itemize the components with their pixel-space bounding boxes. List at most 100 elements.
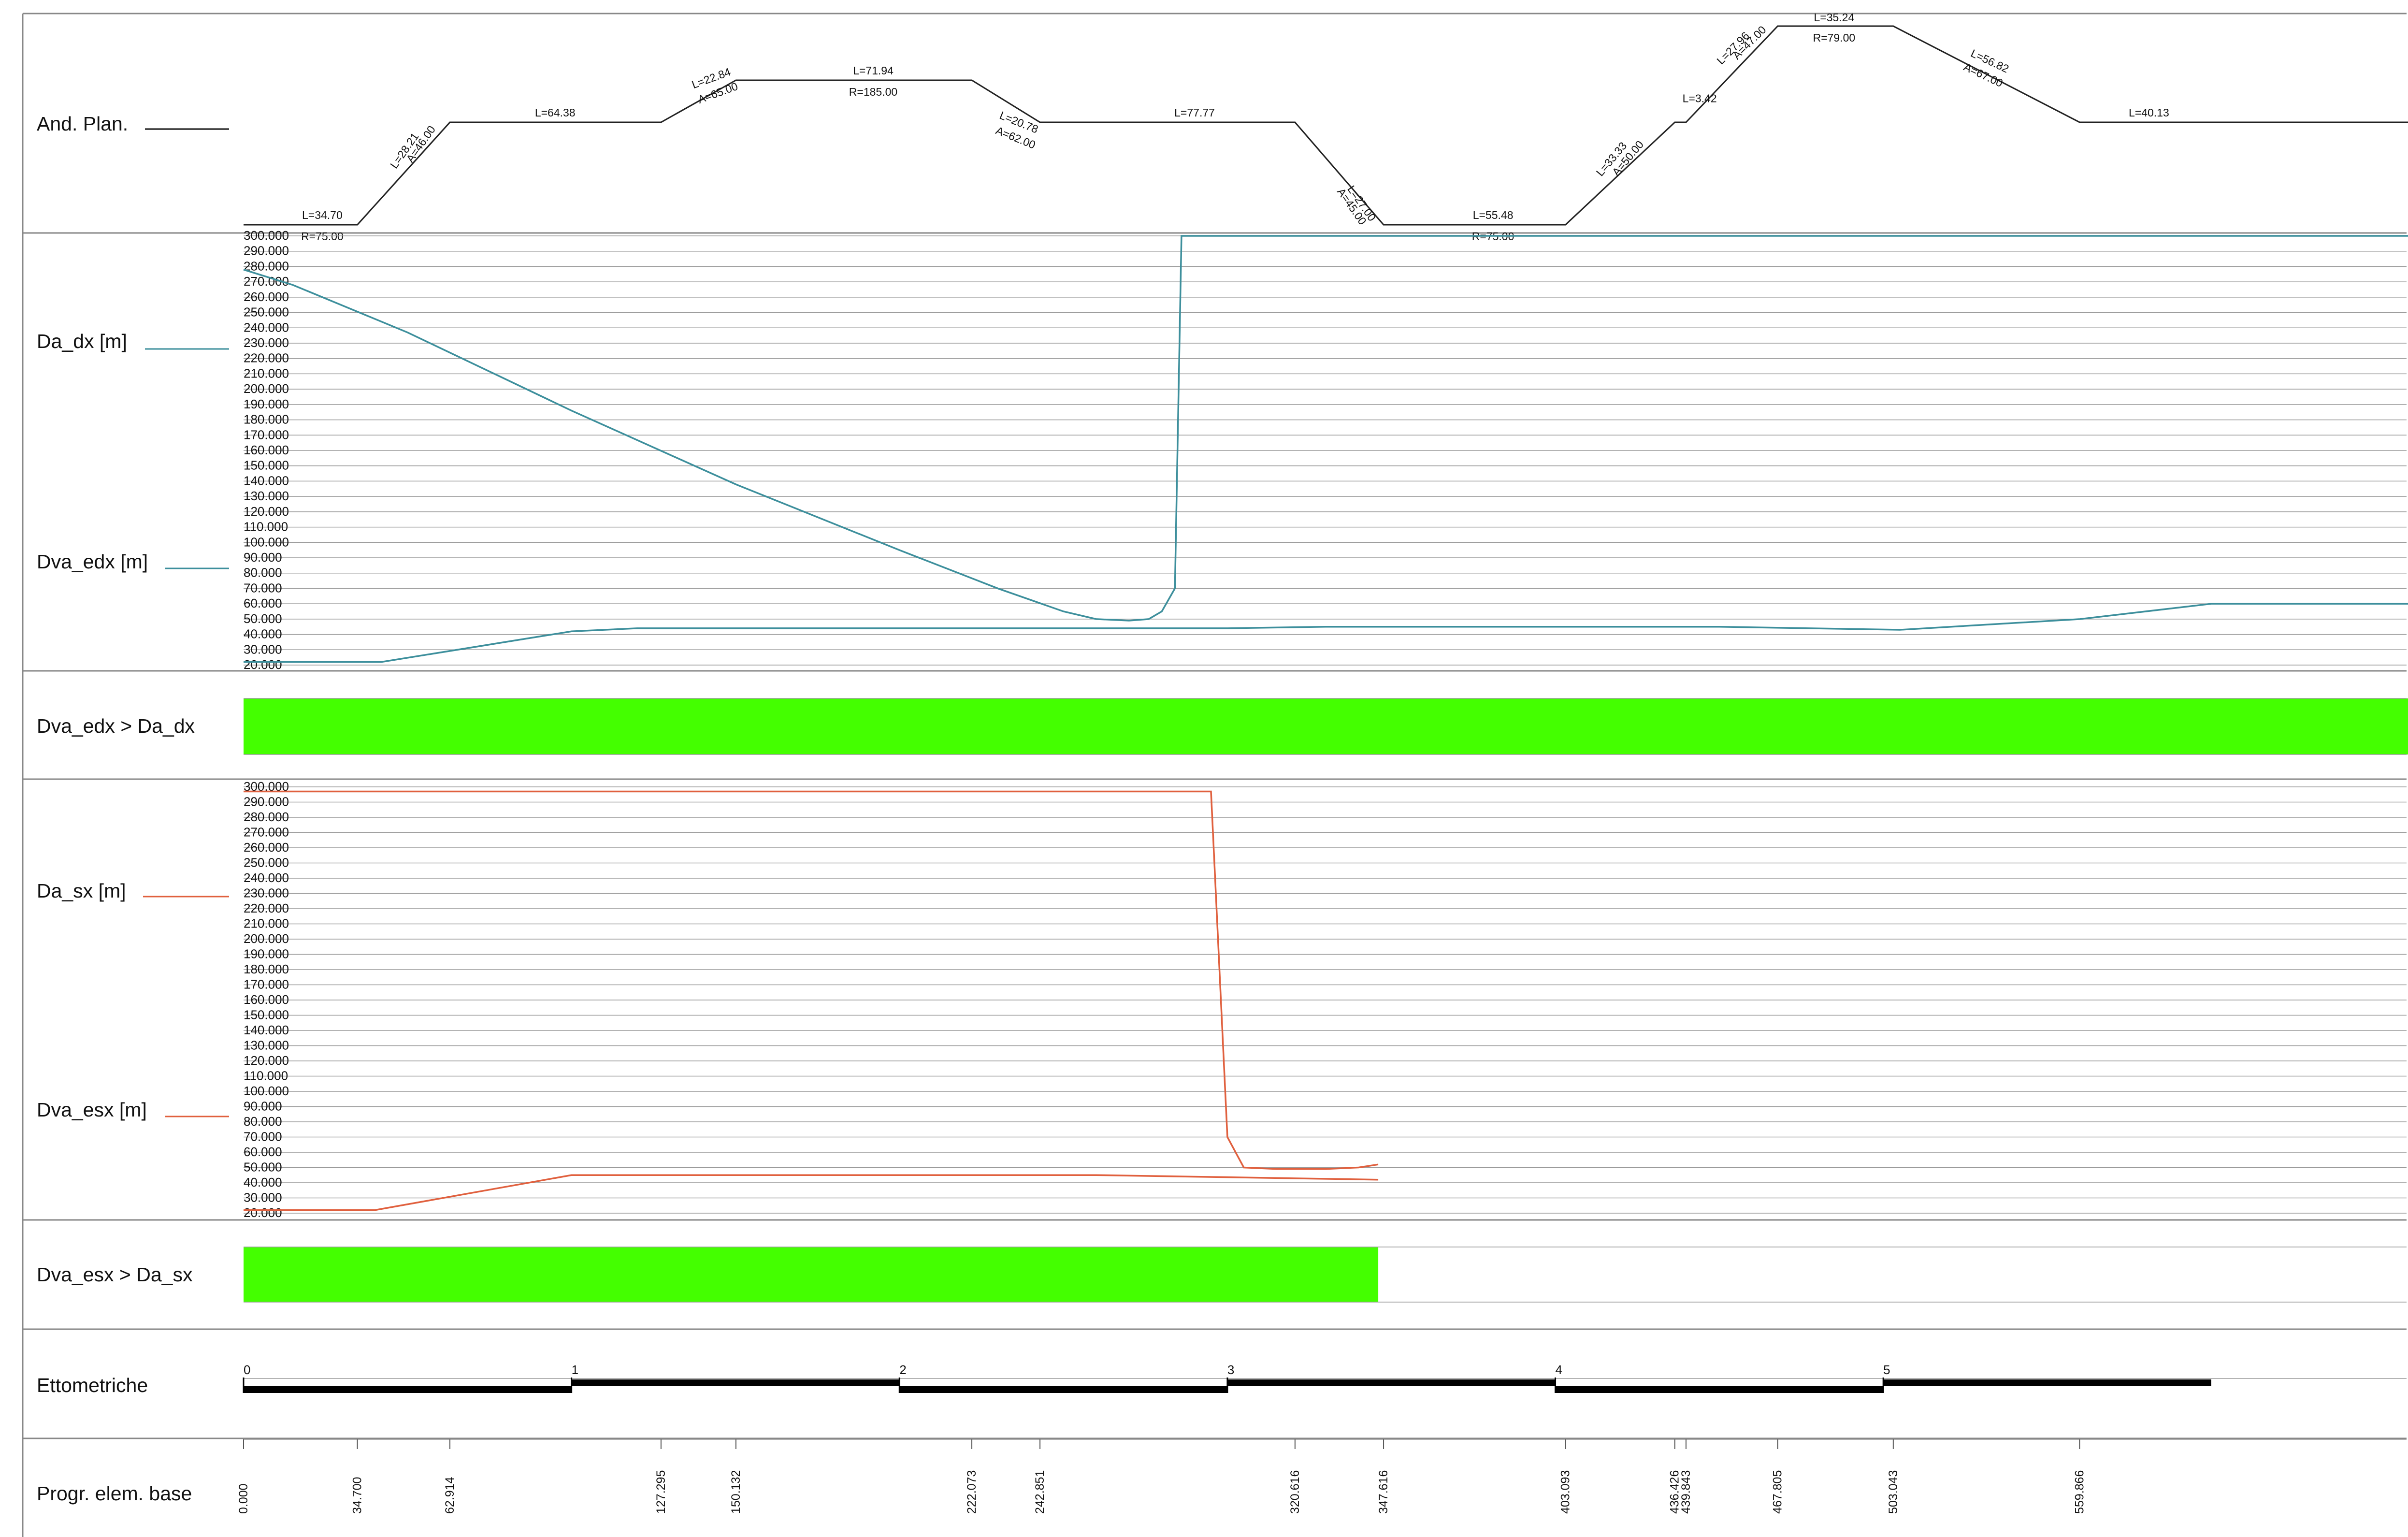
- y-tick-label: 220.000: [244, 351, 289, 365]
- prog-label: 347.616: [1377, 1470, 1390, 1514]
- check-row-dx: [244, 698, 2408, 755]
- alignment-label: L=3.42: [1683, 92, 1717, 104]
- hecto-label: 3: [1227, 1363, 1234, 1377]
- y-tick-label: 220.000: [244, 901, 289, 915]
- prog-label: 320.616: [1288, 1470, 1302, 1514]
- y-tick-label: 130.000: [244, 489, 289, 503]
- check-ok-band: [244, 698, 2408, 754]
- prog-label: 242.851: [1033, 1470, 1047, 1514]
- hecto-segment: [244, 1386, 572, 1393]
- y-tick-label: 50.000: [244, 611, 282, 626]
- hecto-segment: [571, 1379, 900, 1386]
- prog-label: 34.700: [350, 1477, 364, 1514]
- alignment-label: L=55.48: [1473, 209, 1514, 221]
- y-tick-label: 60.000: [244, 596, 282, 610]
- y-tick-label: 210.000: [244, 916, 289, 931]
- y-tick-label: 140.000: [244, 1023, 289, 1037]
- row-label-ettometriche: Ettometriche: [37, 1374, 148, 1396]
- row-label-progressive: Progr. elem. base: [37, 1482, 192, 1505]
- y-tick-label: 20.000: [244, 1205, 282, 1220]
- hecto-segment: [1555, 1386, 1884, 1393]
- y-tick-label: 70.000: [244, 1130, 282, 1144]
- y-tick-label: 240.000: [244, 320, 289, 334]
- row-label-planimetria: And. Plan.: [37, 113, 128, 135]
- y-tick-label: 130.000: [244, 1038, 289, 1053]
- prog-label: 439.843: [1679, 1470, 1693, 1514]
- table-frame: [22, 13, 2407, 1537]
- row-label-check-sx: Dva_esx > Da_sx: [37, 1263, 193, 1286]
- y-tick-label: 300.000: [244, 228, 289, 243]
- y-tick-label: 160.000: [244, 992, 289, 1007]
- y-tick-label: 200.000: [244, 381, 289, 396]
- alignment-label: L=71.94: [853, 64, 894, 77]
- y-tick-label: 90.000: [244, 550, 282, 565]
- alignment-label: R=185.00: [849, 86, 897, 98]
- y-tick-label: 290.000: [244, 795, 289, 809]
- hecto-label: 5: [1883, 1363, 1890, 1377]
- y-tick-label: 100.000: [244, 535, 289, 549]
- prog-label: 436.426: [1668, 1470, 1682, 1514]
- alignment-label: L=40.13: [2129, 106, 2169, 119]
- y-tick-label: 190.000: [244, 947, 289, 961]
- y-tick-label: 270.000: [244, 825, 289, 840]
- prog-label: 467.805: [1771, 1470, 1785, 1514]
- hecto-label: 1: [572, 1363, 578, 1377]
- alignment-label: L=64.38: [535, 106, 576, 119]
- y-tick-label: 250.000: [244, 856, 289, 870]
- check-ok-band: [244, 1247, 1379, 1302]
- y-tick-label: 50.000: [244, 1160, 282, 1174]
- prog-label: 222.073: [965, 1470, 979, 1514]
- y-tick-label: 40.000: [244, 1175, 282, 1189]
- prog-label: 503.043: [1887, 1470, 1900, 1514]
- y-tick-label: 210.000: [244, 366, 289, 380]
- series-line-dva-edx: [244, 603, 2408, 663]
- y-tick-label: 60.000: [244, 1145, 282, 1159]
- row-label-dva-edx: Dva_edx [m]: [37, 551, 148, 573]
- y-tick-label: 180.000: [244, 962, 289, 976]
- hecto-segment: [899, 1386, 1227, 1393]
- alignment-label: R=75.00: [301, 230, 344, 243]
- prog-label: 127.295: [654, 1470, 668, 1514]
- row-label-check-dx: Dva_edx > Da_dx: [37, 715, 195, 737]
- progressive-axis: 0.000 34.700 62.914 127.295 150.132 222.073 24…: [237, 1439, 2407, 1514]
- y-tick-label: 260.000: [244, 840, 289, 855]
- y-tick-label: 200.000: [244, 931, 289, 946]
- y-tick-label: 80.000: [244, 566, 282, 580]
- y-tick-label: 180.000: [244, 412, 289, 427]
- row-label-da-sx: Da_sx [m]: [37, 880, 126, 902]
- y-tick-label: 150.000: [244, 458, 289, 473]
- y-tick-label: 40.000: [244, 627, 282, 641]
- y-tick-label: 240.000: [244, 870, 289, 885]
- prog-label: 150.132: [729, 1470, 743, 1514]
- y-tick-label: 280.000: [244, 810, 289, 824]
- y-tick-label: 70.000: [244, 580, 282, 595]
- series-line-da-dx: [243, 235, 2408, 622]
- row-label-dva-esx: Dva_esx [m]: [37, 1099, 147, 1121]
- alignment-label: L=34.70: [302, 209, 343, 221]
- alignment-label: L=77.77: [1174, 106, 1215, 119]
- alignment-label: R=79.00: [1813, 31, 1856, 44]
- y-tick-label: 150.000: [244, 1008, 289, 1022]
- y-tick-label: 20.000: [244, 657, 282, 672]
- panel-dx: 300.000290.000280.000270.000260.000250.0…: [243, 228, 2408, 672]
- hecto-segment: [1883, 1379, 2211, 1386]
- y-tick-label: 100.000: [244, 1084, 289, 1098]
- y-tick-label: 230.000: [244, 886, 289, 900]
- y-tick-label: 280.000: [244, 259, 289, 273]
- y-tick-label: 80.000: [244, 1114, 282, 1129]
- y-tick-label: 190.000: [244, 397, 289, 411]
- y-tick-label: 120.000: [244, 1053, 289, 1068]
- y-tick-label: 290.000: [244, 244, 289, 258]
- y-tick-label: 110.000: [244, 1069, 288, 1083]
- hecto-label: 0: [244, 1363, 250, 1377]
- y-tick-label: 30.000: [244, 642, 282, 656]
- y-tick-label: 140.000: [244, 473, 289, 488]
- prog-label: 62.914: [443, 1477, 457, 1514]
- series-line-da-sx: [244, 790, 1379, 1170]
- panel-sx: 300.000290.000280.000270.000260.000250.0…: [244, 779, 2407, 1220]
- y-tick-label: 160.000: [244, 443, 289, 457]
- prog-label: 0.000: [237, 1483, 250, 1514]
- hecto-label: 2: [899, 1363, 906, 1377]
- y-tick-label: 260.000: [244, 290, 289, 304]
